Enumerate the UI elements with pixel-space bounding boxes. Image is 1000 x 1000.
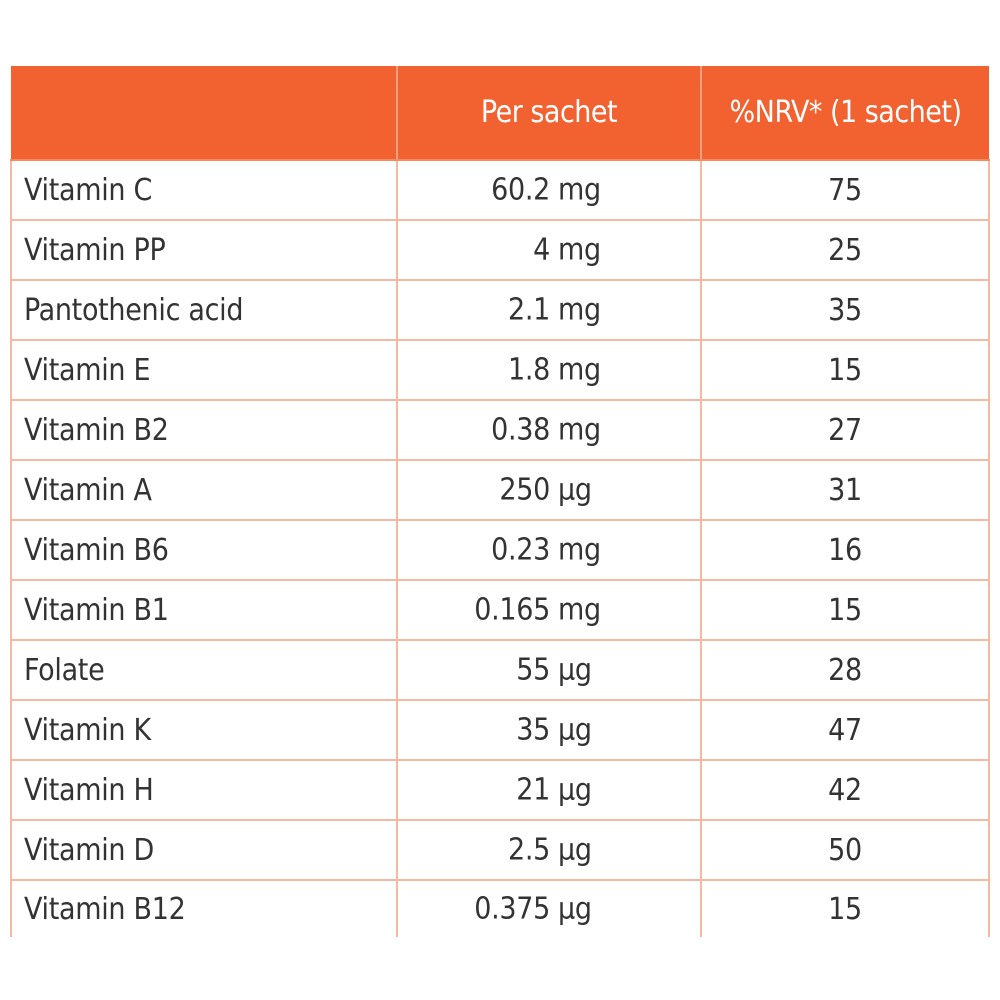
- nrv-value: 15: [700, 340, 990, 401]
- amount-unit: mg: [558, 592, 601, 628]
- amount-value: 1.8: [507, 352, 550, 388]
- nrv-value: 50: [700, 820, 990, 881]
- nutrient-name: Vitamin B1: [10, 580, 398, 641]
- amount-cell: 2.1 mg: [396, 280, 702, 341]
- table-row: Vitamin A 250 μg 31: [10, 460, 990, 521]
- header-nrv: %NRV* (1 sachet): [700, 66, 989, 161]
- header-nutrient: [11, 66, 397, 161]
- table-row: Vitamin D 2.5 μg 50: [10, 820, 990, 881]
- amount-value: 60.2: [491, 172, 550, 208]
- nrv-value: 47: [700, 700, 990, 761]
- nutrient-name: Folate: [10, 640, 398, 701]
- nrv-value: 35: [700, 280, 990, 341]
- nutrient-name: Vitamin E: [10, 340, 398, 401]
- amount-value: 21: [516, 772, 550, 808]
- nutrition-table: Per sachet %NRV* (1 sachet) Vitamin C 60.…: [10, 66, 990, 937]
- amount-unit: μg: [558, 891, 592, 927]
- nutrient-name: Vitamin D: [10, 820, 398, 881]
- nutrient-name: Vitamin PP: [10, 220, 398, 281]
- nrv-value: 15: [700, 880, 990, 937]
- amount-value: 55: [516, 652, 550, 688]
- amount-cell: 0.38 mg: [396, 400, 702, 461]
- nutrient-name: Vitamin C: [10, 160, 398, 221]
- nrv-value: 31: [700, 460, 990, 521]
- nutrient-name: Pantothenic acid: [10, 280, 398, 341]
- amount-value: 250: [499, 472, 550, 508]
- amount-unit: mg: [558, 412, 601, 448]
- amount-unit: μg: [558, 712, 592, 748]
- nrv-value: 16: [700, 520, 990, 581]
- amount-unit: mg: [558, 232, 601, 268]
- table-body: Vitamin C 60.2 mg 75 Vitamin PP 4 mg 25 Pantothe…: [10, 160, 990, 937]
- amount-cell: 0.23 mg: [396, 520, 702, 581]
- nutrient-name: Vitamin B6: [10, 520, 398, 581]
- amount-unit: mg: [558, 172, 601, 208]
- amount-cell: 21 μg: [396, 760, 702, 821]
- amount-value: 0.375: [474, 891, 550, 927]
- amount-unit: mg: [558, 292, 601, 328]
- amount-value: 2.5: [507, 832, 550, 868]
- table-row: Vitamin B12 0.375 μg 15: [10, 880, 990, 937]
- amount-value: 0.165: [474, 592, 550, 628]
- amount-unit: μg: [558, 772, 592, 808]
- amount-cell: 55 μg: [396, 640, 702, 701]
- amount-unit: μg: [558, 832, 592, 868]
- amount-cell: 250 μg: [396, 460, 702, 521]
- table-row: Vitamin E 1.8 mg 15: [10, 340, 990, 401]
- nrv-value: 27: [700, 400, 990, 461]
- table-row: Vitamin H 21 μg 42: [10, 760, 990, 821]
- nrv-value: 15: [700, 580, 990, 641]
- nutrient-name: Vitamin B2: [10, 400, 398, 461]
- table-row: Vitamin B6 0.23 mg 16: [10, 520, 990, 581]
- table-header: Per sachet %NRV* (1 sachet): [11, 66, 989, 161]
- amount-cell: 60.2 mg: [396, 160, 702, 221]
- nrv-value: 75: [700, 160, 990, 221]
- table-row: Vitamin B2 0.38 mg 27: [10, 400, 990, 461]
- amount-unit: mg: [558, 352, 601, 388]
- table-row: Folate 55 μg 28: [10, 640, 990, 701]
- nutrient-name: Vitamin K: [10, 700, 398, 761]
- nutrition-table-container: Per sachet %NRV* (1 sachet) Vitamin C 60.…: [10, 66, 990, 937]
- table-row: Pantothenic acid 2.1 mg 35: [10, 280, 990, 341]
- amount-value: 35: [516, 712, 550, 748]
- amount-value: 0.38: [491, 412, 550, 448]
- amount-unit: μg: [558, 652, 592, 688]
- amount-cell: 35 μg: [396, 700, 702, 761]
- amount-cell: 0.165 mg: [396, 580, 702, 641]
- amount-unit: mg: [558, 532, 601, 568]
- header-per-sachet: Per sachet: [396, 66, 701, 161]
- nrv-value: 28: [700, 640, 990, 701]
- table-row: Vitamin C 60.2 mg 75: [10, 160, 990, 221]
- table-row: Vitamin K 35 μg 47: [10, 700, 990, 761]
- nrv-value: 42: [700, 760, 990, 821]
- nrv-value: 25: [700, 220, 990, 281]
- table-row: Vitamin PP 4 mg 25: [10, 220, 990, 281]
- amount-value: 4: [533, 232, 550, 268]
- amount-value: 2.1: [507, 292, 550, 328]
- nutrient-name: Vitamin B12: [10, 880, 398, 937]
- amount-cell: 0.375 μg: [396, 880, 702, 937]
- nutrient-name: Vitamin H: [10, 760, 398, 821]
- amount-value: 0.23: [491, 532, 550, 568]
- amount-unit: μg: [558, 472, 592, 508]
- table-row: Vitamin B1 0.165 mg 15: [10, 580, 990, 641]
- header-row: Per sachet %NRV* (1 sachet): [11, 66, 989, 161]
- amount-cell: 2.5 μg: [396, 820, 702, 881]
- amount-cell: 1.8 mg: [396, 340, 702, 401]
- nutrient-name: Vitamin A: [10, 460, 398, 521]
- amount-cell: 4 mg: [396, 220, 702, 281]
